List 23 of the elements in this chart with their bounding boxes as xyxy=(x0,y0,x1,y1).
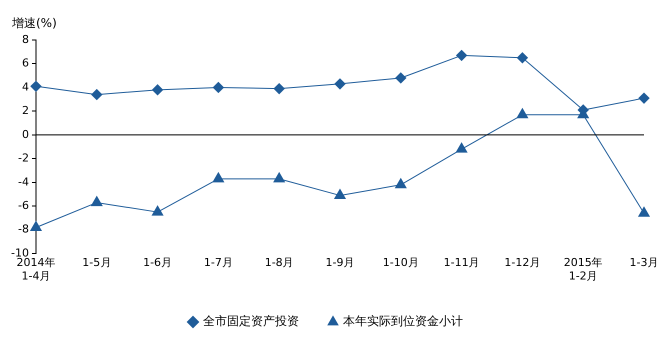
y-tick-label: 0 xyxy=(22,128,29,141)
y-tick-label: 8 xyxy=(22,32,29,46)
x-tick-label: 1-8月 xyxy=(264,256,294,270)
y-tick-label: -4 xyxy=(18,175,29,188)
y-tick-label: 6 xyxy=(22,56,29,70)
x-tick-label: 1-7月 xyxy=(204,256,233,270)
y-tick-label: 4 xyxy=(22,80,29,94)
x-tick-label: 1-11月 xyxy=(444,256,480,270)
x-tick-label: 2014年 1-4月 xyxy=(16,256,56,282)
x-tick-label: 1-9月 xyxy=(326,256,354,270)
x-tick-label: 1-12月 xyxy=(504,256,540,270)
y-tick-label: -8 xyxy=(18,222,29,236)
y-axis-title: 增速(%) xyxy=(11,16,57,30)
y-tick-label: 2 xyxy=(22,104,29,118)
x-tick-label: 1-3月 xyxy=(630,256,658,270)
x-tick-label: 1-5月 xyxy=(82,256,112,270)
x-tick-label: 2015年 1-2月 xyxy=(564,256,603,282)
legend-label: 全市固定资产投资 xyxy=(203,314,299,328)
y-tick-label: -6 xyxy=(18,198,29,212)
y-tick-label: -2 xyxy=(18,152,29,165)
x-tick-label: 1-10月 xyxy=(382,256,419,270)
x-tick-label: 1-6月 xyxy=(143,256,172,270)
legend-label: 本年实际到位资金小计 xyxy=(343,314,463,328)
